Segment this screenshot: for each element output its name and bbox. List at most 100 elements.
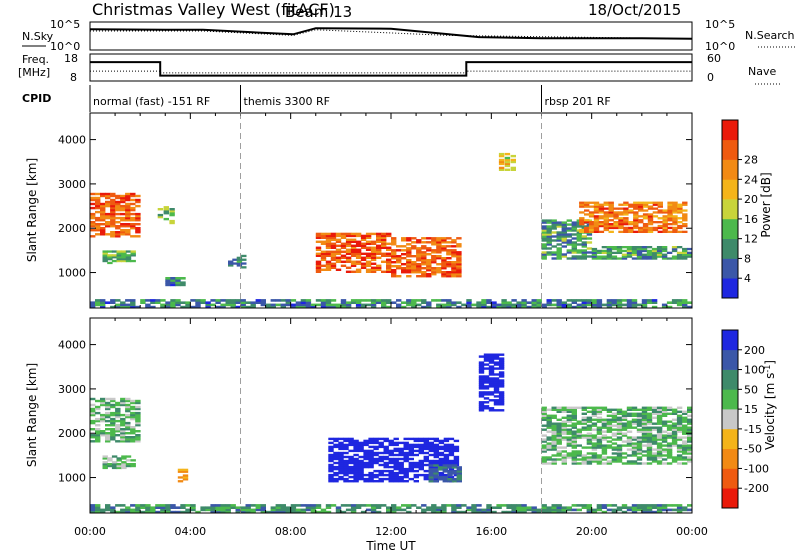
heatmap-cell [338,453,344,457]
heatmap-cell [325,232,332,236]
heatmap-cell [125,428,131,431]
heatmap-cell [682,201,688,204]
heatmap-cell [584,228,590,232]
heatmap-cell [442,464,448,467]
heatmap-cell [641,510,648,514]
heatmap-cell [551,436,557,439]
noise-tick-right-bottom: 10^0 [705,40,735,53]
heatmap-cell [393,461,399,465]
heatmap-cell [315,299,322,302]
heatmap-cell [652,201,659,204]
heatmap-cell [130,510,136,514]
heatmap-cell [401,269,407,272]
heatmap-cell [466,301,472,304]
heatmap-cell [100,202,106,206]
heatmap-cell [330,266,337,269]
heatmap-cell [611,508,618,512]
heatmap-cell [498,403,505,406]
heatmap-cell [498,371,505,374]
heatmap-cell [611,301,618,304]
heatmap-cell [561,231,567,234]
heatmap-cell [363,463,369,467]
heatmap-cell [511,305,517,309]
heatmap-cell [355,299,362,302]
heatmap-cell [121,455,127,458]
heatmap-cell [381,244,387,247]
heatmap-cell [687,452,693,455]
heatmap-cell [633,201,639,204]
heatmap-cell [498,385,505,388]
heatmap-cell [215,510,221,514]
heatmap-cell [360,510,367,514]
heatmap-cell [496,504,502,507]
heatmap-cell [687,456,693,459]
heatmap-cell [596,299,603,302]
heatmap-cell [345,504,352,507]
heatmap-cell [368,480,374,483]
y-tick-label: 1000 [58,472,86,485]
heatmap-cell [651,410,658,413]
heatmap-cell [355,242,362,245]
heatmap-cell [546,229,552,232]
heatmap-cell [586,303,592,307]
heatmap-cell [593,203,600,206]
heatmap-cell [438,451,445,455]
heatmap-cell [581,446,587,449]
heatmap-cell [566,410,572,413]
heatmap-cell [185,504,191,507]
heatmap-cell [566,416,572,419]
heatmap-cell [561,237,567,240]
heatmap-cell [250,510,256,514]
heatmap-cell [603,224,609,228]
heatmap-cell [365,262,372,265]
heatmap-cell [596,432,603,435]
heatmap-cell [451,472,458,475]
heatmap-cell [333,461,339,465]
heatmap-cell [576,436,582,439]
heatmap-cell [501,504,507,507]
heatmap-cell [601,510,608,514]
heatmap-cell [646,510,653,514]
heatmap-cell [581,456,587,459]
heatmap-cell [546,424,552,427]
heatmap-cell [350,238,357,241]
heatmap-cell [255,504,261,507]
heatmap-cell [365,299,372,302]
heatmap-cell [596,418,603,421]
heatmap-cell [375,299,382,302]
heatmap-cell [355,268,362,271]
heatmap-cell [120,436,126,439]
heatmap-cell [90,506,96,509]
heatmap-cell [406,265,412,268]
heatmap-cell [676,424,683,427]
beam-label: Beam 13 [285,3,352,21]
heatmap-cell [456,271,462,274]
heatmap-cell [315,270,322,273]
heatmap-cell [353,475,359,479]
heatmap-cell [682,301,688,304]
heatmap-cell [447,478,453,481]
heatmap-cell [150,305,156,309]
heatmap-cell [90,413,96,417]
heatmap-cell [488,367,495,370]
heatmap-cell [423,441,429,445]
heatmap-cell [381,254,387,257]
heatmap-cell [526,301,532,304]
heatmap-cell [368,453,374,457]
x-tick-label: 16:00 [475,525,507,538]
heatmap-cell [616,422,623,425]
heatmap-cell [350,510,357,514]
heatmap-cell [433,437,439,441]
heatmap-cell [275,303,281,307]
heatmap-cell [100,223,106,226]
heatmap-cell [541,448,547,451]
heatmap-cell [561,233,567,236]
heatmap-cell [616,424,623,427]
heatmap-cell [621,412,628,415]
heatmap-cell [333,471,339,475]
heatmap-cell [606,426,613,429]
heatmap-cell [596,440,603,443]
heatmap-cell [581,406,587,409]
